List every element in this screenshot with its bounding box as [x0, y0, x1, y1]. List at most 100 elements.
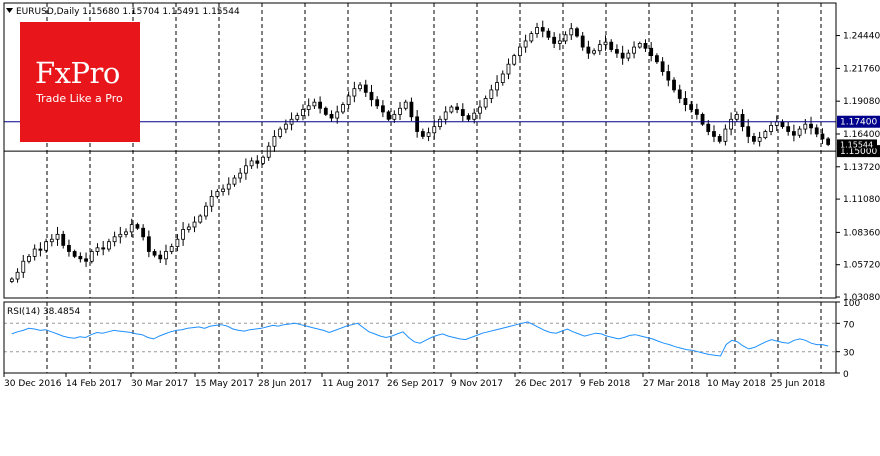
- candle-body: [529, 33, 534, 42]
- candle: [358, 82, 362, 92]
- candle-body: [146, 236, 151, 252]
- candle: [438, 115, 442, 130]
- x-tick-label: 25 Jun 2018: [771, 379, 825, 389]
- candle: [814, 124, 819, 138]
- candle: [129, 218, 134, 238]
- candle: [529, 31, 534, 44]
- candle: [243, 158, 248, 180]
- candle-body: [455, 106, 460, 110]
- candle-body: [517, 46, 522, 57]
- candle: [569, 22, 574, 40]
- candle-body: [27, 255, 31, 262]
- candle: [426, 127, 431, 142]
- candle-body: [21, 260, 26, 273]
- candle-body: [472, 112, 477, 120]
- candle-body: [158, 254, 163, 260]
- candle: [557, 33, 562, 51]
- candle-body: [426, 132, 431, 137]
- candle: [141, 224, 146, 241]
- x-tick-label: 11 Aug 2017: [322, 379, 380, 389]
- rsi-y-tick-label: 0: [843, 370, 849, 380]
- candle-body: [380, 105, 385, 113]
- candle: [780, 119, 785, 129]
- candle-body: [312, 101, 317, 107]
- candle: [27, 253, 31, 264]
- candle-body: [700, 113, 705, 125]
- candle-body: [78, 255, 83, 260]
- current-price-tag: [837, 139, 877, 149]
- candle: [706, 120, 711, 136]
- candle: [575, 26, 579, 38]
- candle: [540, 20, 545, 38]
- candle-body: [820, 133, 825, 140]
- candle-body: [306, 105, 311, 110]
- candle-body: [346, 95, 351, 105]
- candle-body: [226, 183, 231, 190]
- candle: [335, 105, 340, 124]
- rsi-title: RSI(14) 38.4854: [7, 307, 80, 317]
- candle-body: [204, 205, 208, 217]
- candle-body: [278, 128, 283, 137]
- candle-body: [460, 109, 465, 117]
- candle-body: [169, 246, 174, 252]
- candle: [689, 101, 694, 113]
- candle-body: [232, 177, 237, 185]
- candle: [363, 79, 368, 98]
- candle-body: [500, 73, 505, 83]
- rsi-panel-frame: [3, 301, 837, 374]
- candle-body: [152, 251, 157, 256]
- candle-body: [826, 138, 831, 145]
- candle-body: [72, 251, 77, 257]
- candle: [329, 110, 334, 122]
- candle: [660, 57, 665, 76]
- candle: [694, 103, 699, 120]
- candle: [752, 132, 756, 145]
- candle-body: [489, 89, 494, 99]
- dropdown-triangle-icon[interactable]: [6, 8, 13, 13]
- candle: [198, 214, 203, 224]
- candle: [295, 112, 300, 122]
- candle-body: [363, 84, 368, 93]
- candle: [535, 22, 539, 38]
- x-tick-label: 9 Feb 2018: [580, 379, 631, 389]
- candle: [700, 112, 705, 126]
- x-tick-label: 14 Feb 2017: [66, 379, 122, 389]
- candle: [21, 254, 26, 278]
- candle: [563, 31, 568, 45]
- candle-body: [124, 231, 128, 235]
- candle-body: [369, 91, 374, 101]
- candle: [261, 155, 265, 166]
- candle-body: [740, 113, 745, 128]
- candle-body: [186, 226, 191, 230]
- candle: [432, 119, 437, 140]
- candle-body: [375, 99, 380, 107]
- candle: [101, 240, 106, 256]
- candle-body: [660, 61, 665, 72]
- candle-body: [563, 34, 568, 42]
- candle: [272, 130, 277, 152]
- candle: [44, 238, 49, 253]
- candle: [346, 91, 351, 109]
- candle: [757, 131, 762, 147]
- candle: [666, 64, 671, 87]
- candle: [55, 226, 60, 246]
- candle: [746, 119, 751, 144]
- level-price-tag: [837, 115, 880, 128]
- candle-body: [723, 128, 728, 142]
- candle: [632, 41, 636, 59]
- candle: [181, 222, 186, 246]
- candle: [278, 126, 283, 139]
- candle-body: [55, 233, 60, 240]
- y-tick-label: 1.19080: [843, 97, 880, 107]
- x-tick-label: 30 Mar 2017: [131, 379, 188, 389]
- candle: [84, 252, 88, 267]
- candle: [306, 98, 311, 117]
- candle: [186, 223, 191, 233]
- candle: [158, 250, 163, 263]
- candle-body: [774, 121, 779, 126]
- candle-body: [243, 165, 248, 174]
- candle-body: [540, 27, 545, 32]
- candle-body: [129, 224, 134, 233]
